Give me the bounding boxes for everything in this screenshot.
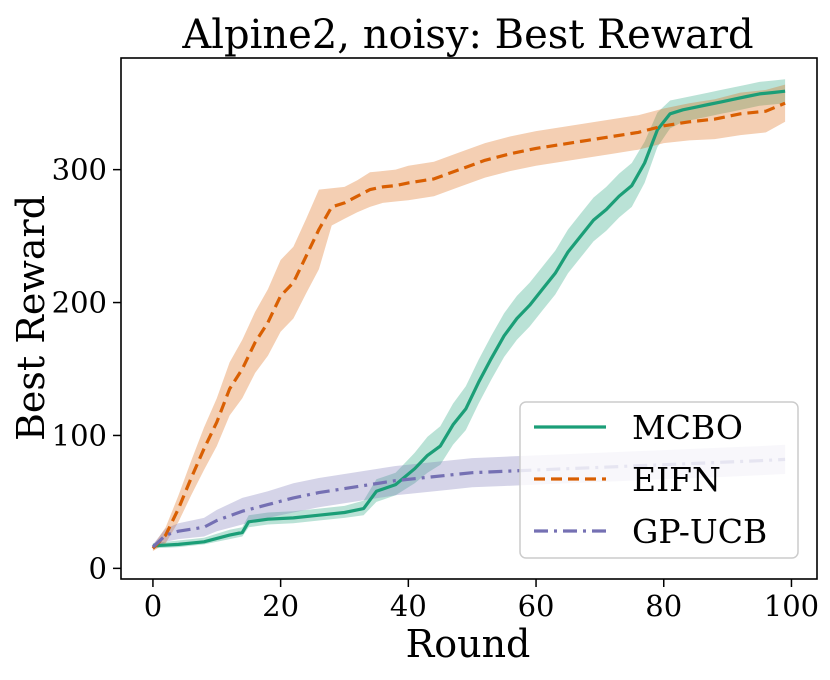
x-axis-label: Round: [406, 622, 531, 666]
eifn-line: [151, 101, 786, 550]
legend-label-gp-ucb: GP-UCB: [632, 512, 767, 551]
plot-frame: [120, 57, 818, 580]
y-tick-label: 100: [52, 418, 107, 452]
y-axis-label: Best Reward: [9, 195, 53, 441]
mcbo-line: [152, 89, 786, 548]
y-tick-label: 200: [52, 286, 107, 320]
chart-title: Alpine2, noisy: Best Reward: [181, 12, 753, 58]
x-tick-label: 20: [262, 589, 299, 623]
y-tick-label: 0: [89, 551, 107, 585]
legend-label-mcbo: MCBO: [632, 408, 743, 447]
x-tick-label: 80: [645, 589, 682, 623]
y-axis: 0 100 200 300: [52, 153, 121, 585]
y-tick-label: 300: [52, 153, 107, 187]
x-tick-label: 40: [390, 589, 427, 623]
x-axis: 0 20 40 60 80 100: [144, 579, 819, 623]
legend-label-eifn: EIFN: [632, 460, 721, 499]
eifn-band: [152, 84, 786, 552]
x-tick-label: 100: [764, 589, 819, 623]
mcbo-band: [152, 79, 786, 549]
x-tick-label: 60: [518, 589, 555, 623]
legend: MCBO EIFN GP-UCB: [519, 401, 799, 559]
x-tick-label: 0: [144, 589, 162, 623]
legend-box: [519, 401, 799, 559]
